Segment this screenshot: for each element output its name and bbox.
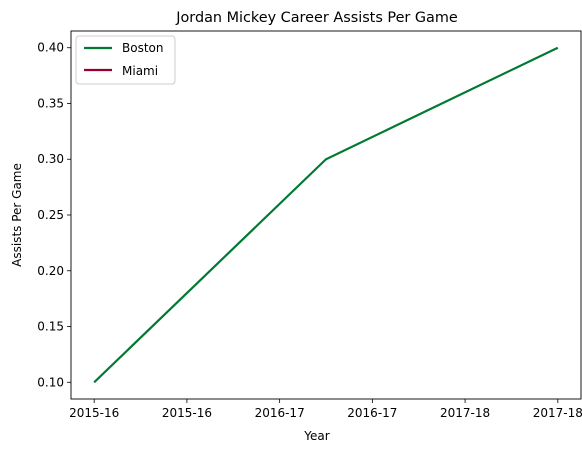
y-tick-label: 0.15 bbox=[37, 320, 64, 334]
x-axis-title: Year bbox=[303, 429, 329, 443]
y-tick-label: 0.10 bbox=[37, 375, 64, 389]
axes-frame bbox=[70, 30, 582, 400]
x-tick-label: 2017-18 bbox=[440, 406, 490, 420]
x-tick-label: 2017-18 bbox=[533, 406, 582, 420]
x-tick-label: 2015-16 bbox=[162, 406, 212, 420]
legend-label-boston: Boston bbox=[122, 41, 163, 55]
y-tick-label: 0.20 bbox=[37, 264, 64, 278]
series-line-boston bbox=[93, 46, 559, 384]
x-tick-label: 2016-17 bbox=[347, 406, 397, 420]
y-axis-title: Assists Per Game bbox=[10, 163, 24, 267]
chart-title: Jordan Mickey Career Assists Per Game bbox=[175, 10, 458, 26]
x-tick-label: 2015-16 bbox=[69, 406, 119, 420]
legend: Boston Miami bbox=[75, 35, 176, 85]
y-tick-label: 0.25 bbox=[37, 208, 64, 222]
plot-area: 2015-16 2015-16 2016-17 2016-17 2017-18 2017-… bbox=[37, 41, 582, 420]
y-tick-label: 0.40 bbox=[37, 41, 64, 55]
y-tick-label: 0.30 bbox=[37, 152, 64, 166]
legend-label-miami: Miami bbox=[122, 64, 158, 78]
y-tick-label: 0.35 bbox=[37, 96, 64, 110]
x-tick-label: 2016-17 bbox=[255, 406, 305, 420]
